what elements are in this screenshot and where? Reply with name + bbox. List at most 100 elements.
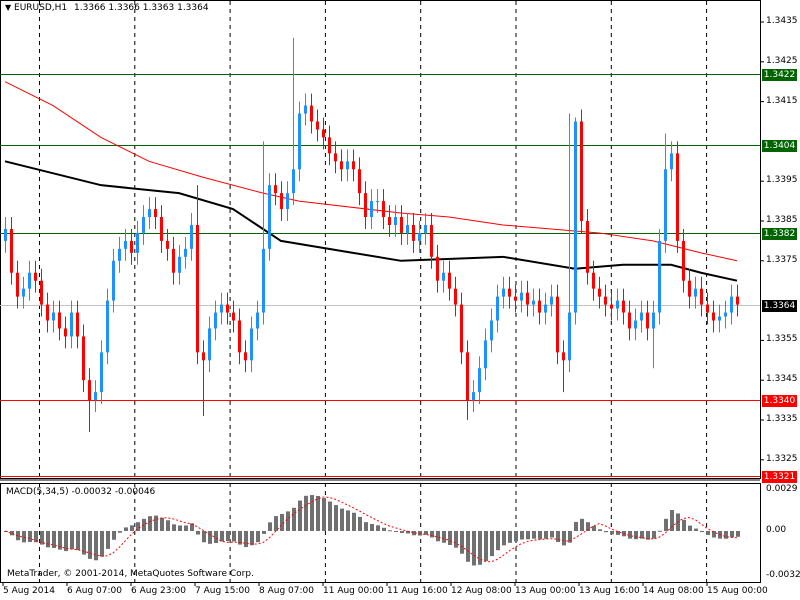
macd-histogram-bar: [184, 525, 188, 531]
candle-bear: [382, 201, 385, 218]
candle-bear: [280, 193, 283, 210]
macd-histogram-bar: [220, 531, 224, 542]
candle-bull: [124, 240, 127, 249]
macd-histogram-bar: [10, 531, 14, 536]
candle-bull: [664, 169, 667, 241]
macd-histogram-bar: [118, 531, 122, 533]
time-label: 12 Aug 08:00: [451, 586, 512, 596]
macd-histogram-bar: [514, 531, 518, 542]
candle-bull: [304, 105, 307, 114]
macd-histogram-bar: [706, 531, 710, 535]
macd-histogram-bar: [448, 531, 452, 545]
macd-histogram-bar: [382, 527, 386, 531]
candle-bull: [490, 320, 493, 341]
macd-histogram-bar: [628, 531, 632, 539]
candle-bull: [724, 312, 727, 317]
candle-bear: [352, 161, 355, 170]
ohlc-label: 1.3366 1.3366 1.3363 1.3364: [74, 3, 209, 13]
macd-histogram-bar: [388, 530, 392, 532]
macd-histogram-bar: [730, 531, 734, 538]
price-tick-label: 1.3415: [766, 95, 798, 106]
price-tick-label: 1.3435: [766, 16, 798, 26]
macd-histogram-bar: [400, 531, 404, 534]
macd-histogram-bar: [688, 525, 692, 531]
macd-histogram-bar: [232, 531, 236, 542]
candle-bear: [238, 320, 241, 353]
candle-bull: [94, 392, 97, 401]
candle-bull: [502, 288, 505, 297]
candle-bull: [568, 312, 571, 361]
macd-histogram-bar: [592, 526, 596, 531]
candle-bull: [670, 153, 673, 170]
candle-bear: [226, 304, 229, 313]
macd-histogram-bar: [520, 531, 524, 540]
macd-histogram-bar: [238, 531, 242, 545]
candle-bear: [454, 288, 457, 305]
macd-histogram-bar: [724, 531, 728, 539]
macd-histogram-bar: [562, 531, 566, 546]
macd-histogram-bar: [580, 518, 584, 531]
ma-fast-line: [4, 160, 738, 282]
candle-bull: [28, 272, 31, 289]
level-price-tag: 1.3340: [762, 394, 797, 407]
candle-bear: [88, 380, 91, 401]
macd-histogram-bar: [634, 531, 638, 540]
macd-histogram-bar: [436, 531, 440, 542]
macd-histogram-bar: [610, 531, 614, 535]
macd-histogram-bar: [322, 498, 326, 531]
candle-bull: [496, 296, 499, 321]
copyright-text: MetaTrader, © 2001-2014, MetaQuotes Soft…: [7, 569, 254, 579]
candle-bear: [40, 280, 43, 305]
candle-bull: [694, 288, 697, 297]
candle-bull: [106, 300, 109, 353]
macd-histogram-bar: [154, 515, 158, 531]
macd-histogram-bar: [586, 522, 590, 531]
macd-tick-label: 0.00: [766, 525, 787, 535]
macd-histogram-bar: [328, 501, 332, 531]
macd-histogram-bar: [700, 531, 704, 533]
candle-bull: [478, 368, 481, 393]
candle-bear: [448, 272, 451, 289]
macd-histogram-bar: [310, 495, 314, 531]
candle-bull: [634, 320, 637, 329]
candle-bull: [484, 340, 487, 369]
macd-histogram-bar: [478, 531, 482, 565]
time-label: 11 Aug 00:00: [323, 586, 384, 596]
level-price-tag: 1.3321: [762, 470, 797, 483]
candle-bull: [370, 201, 373, 218]
candle-bear: [64, 328, 67, 337]
candle-bull: [184, 248, 187, 257]
candle-bear: [538, 300, 541, 313]
candle-bull: [520, 292, 523, 301]
macd-histogram-bar: [568, 531, 572, 543]
macd-histogram-bar: [52, 531, 56, 548]
candle-bear: [526, 292, 529, 305]
macd-histogram-bar: [262, 531, 266, 534]
time-label: 15 Aug 00:00: [707, 586, 768, 596]
candle-bear: [610, 304, 613, 309]
macd-title: MACD(5,34,5) -0.00032 -0.00046: [6, 487, 156, 497]
macd-histogram-bar: [340, 508, 344, 531]
macd-histogram-bar: [670, 510, 674, 531]
candle-bull: [472, 392, 475, 401]
macd-histogram-bar: [142, 518, 146, 531]
macd-histogram-bar: [196, 531, 200, 535]
price-tick-label: 1.3395: [766, 175, 798, 186]
candle-bear: [586, 221, 589, 273]
macd-histogram-bar: [214, 531, 218, 543]
macd-histogram-bar: [88, 531, 92, 559]
candle-bull: [250, 328, 253, 361]
triangle-down-icon[interactable]: ▼: [5, 3, 12, 12]
macd-histogram-bar: [226, 531, 230, 542]
candle-bull: [346, 161, 349, 170]
time-label: 6 Aug 23:00: [131, 586, 186, 596]
candle-bear: [196, 224, 199, 353]
macd-histogram-bar: [664, 518, 668, 531]
candle-bull: [112, 260, 115, 301]
macd-histogram-bar: [178, 525, 182, 531]
candle-bear: [34, 272, 37, 281]
macd-histogram-bar: [532, 531, 536, 539]
macd-histogram-bar: [250, 531, 254, 546]
macd-histogram-bar: [460, 531, 464, 554]
